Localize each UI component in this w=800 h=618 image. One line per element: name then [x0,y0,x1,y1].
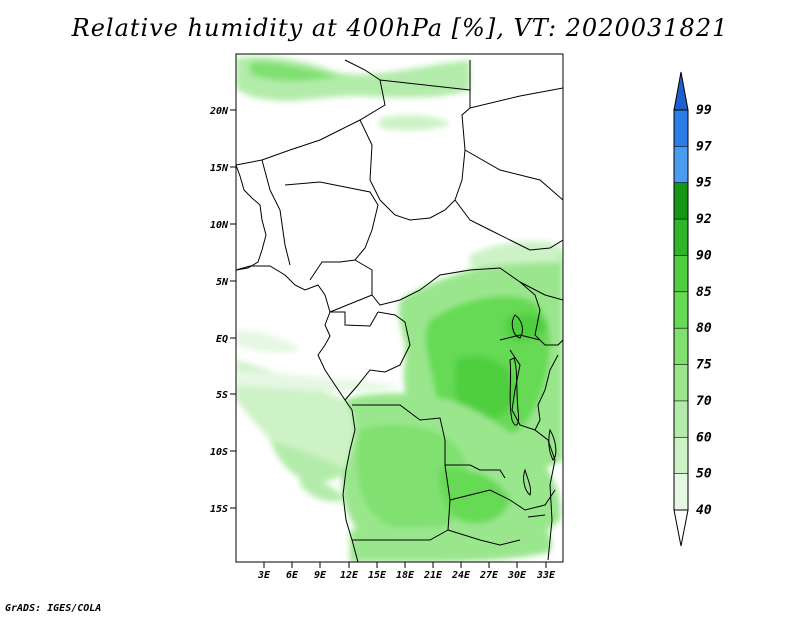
lat-label: 15N [210,163,229,174]
colorbar-label: 95 [696,176,712,191]
lat-labels: 20N 15N 10N 5N EQ 5S 10S 15S [209,106,229,515]
lon-label: 9E [314,570,327,581]
colorbar-label: 80 [696,321,712,336]
lon-label: 12E [340,570,359,581]
colorbar-label: 75 [696,358,712,373]
lon-label: 21E [423,570,443,581]
colorbar-segment [674,291,688,329]
colorbar-segment [674,146,688,183]
colorbar-label: 99 [696,103,712,118]
colorbar-segment [674,400,688,438]
lat-axis [230,109,236,509]
lon-label: 27E [479,570,499,581]
colorbar-segment [674,437,688,474]
colorbar-min-arrow [673,509,689,547]
colorbar-segment [674,364,688,401]
lat-label: 20N [209,106,229,117]
country-borders [236,59,563,562]
lon-label: 33E [536,570,556,581]
colorbar-label: 85 [696,285,712,300]
colorbar-label: 60 [696,430,712,445]
lat-label: 5N [216,277,229,288]
lon-label: 30E [507,570,527,581]
colorbar-label: 92 [696,212,712,227]
colorbar-label: 50 [696,467,712,482]
colorbar-segment [674,110,688,147]
colorbar-label: 40 [696,503,712,518]
lon-label: 18E [396,570,415,581]
lon-label: 6E [286,570,299,581]
colorbar-label: 70 [696,394,712,409]
map-frame [235,53,564,563]
grads-credit: GrADS: IGES/COLA [5,603,102,614]
humidity-field [236,56,563,562]
colorbar-segment [674,328,688,365]
lon-labels: 3E 6E 9E 12E 15E 18E 21E 24E 27E 30E 33E [257,570,556,581]
lon-label: 24E [451,570,471,581]
map-title: Relative humidity at 400hPa [%], VT: 202… [71,14,729,42]
colorbar: 40 50 60 70 75 80 85 90 92 95 97 99 [673,71,712,547]
lon-label: 3E [257,570,271,581]
colorbar-segment [674,182,688,220]
lat-label: 10S [210,447,228,458]
colorbar-segment [674,219,688,256]
lon-axis [263,562,547,568]
colorbar-segment [674,473,688,510]
colorbar-segment [674,255,688,292]
lat-label: 5S [216,390,228,401]
lon-label: 15E [368,570,387,581]
colorbar-label: 97 [696,139,712,154]
lat-label: 15S [210,504,228,515]
colorbar-max-arrow [673,71,689,111]
lat-label: 10N [210,220,229,231]
lat-label: EQ [216,334,228,345]
colorbar-label: 90 [696,248,712,263]
